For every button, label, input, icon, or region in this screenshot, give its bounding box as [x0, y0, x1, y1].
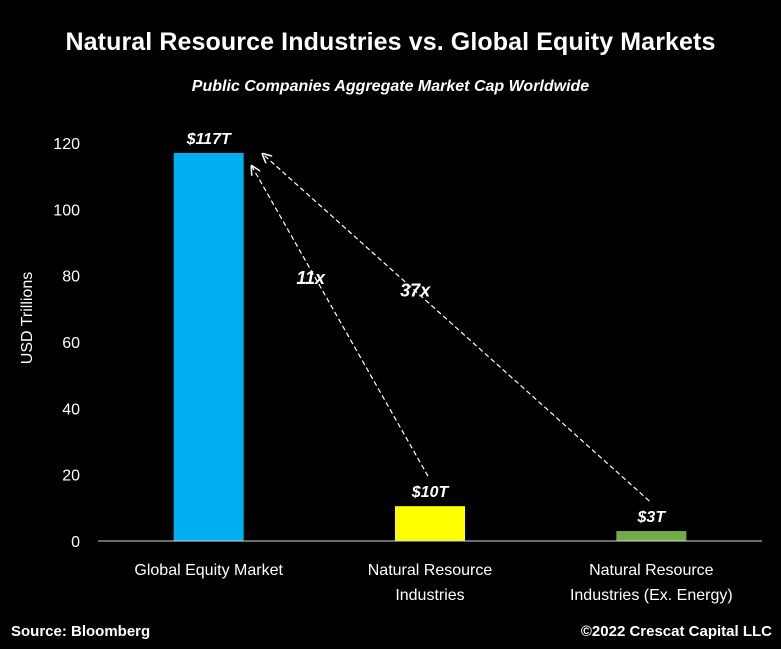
x-tick-label: Natural Resource Industries (Ex. Energy): [570, 562, 733, 604]
annotation-label: 11x: [296, 268, 326, 288]
annotation-arrow: [252, 166, 429, 477]
x-tick-label: Natural Resource Industries: [368, 562, 493, 604]
annotation-arrows: [252, 154, 650, 502]
bar: [395, 506, 465, 541]
bar: [616, 531, 687, 541]
chart-subtitle: Public Companies Aggregate Market Cap Wo…: [191, 78, 590, 95]
y-tick-label: 80: [62, 269, 80, 286]
annotation-arrow: [263, 154, 650, 502]
y-tick-label: 120: [53, 136, 80, 153]
y-tick-label: 40: [62, 401, 80, 418]
bar: [173, 152, 244, 541]
x-tick-label: Global Equity Market: [134, 562, 283, 579]
y-tick-label: 0: [71, 534, 80, 551]
labels: $117T Global Equity Market $10T Natural Res…: [134, 131, 732, 604]
bars: [173, 152, 687, 541]
y-axis: 0 20 40 60 80 100 120: [53, 136, 80, 551]
bar-data-label: $117T: [186, 131, 232, 148]
copyright-note: ©2022 Crescat Capital LLC: [580, 623, 772, 640]
source-note: Source: Bloomberg: [11, 623, 151, 640]
annotation-label: 37x: [400, 280, 431, 300]
y-tick-label: 60: [62, 335, 80, 352]
y-tick-label: 20: [62, 468, 80, 485]
bar-data-label: $3T: [637, 509, 667, 526]
bar-data-label: $10T: [411, 484, 450, 501]
y-tick-label: 100: [53, 202, 80, 219]
chart-title: Natural Resource Industries vs. Global E…: [65, 28, 716, 56]
